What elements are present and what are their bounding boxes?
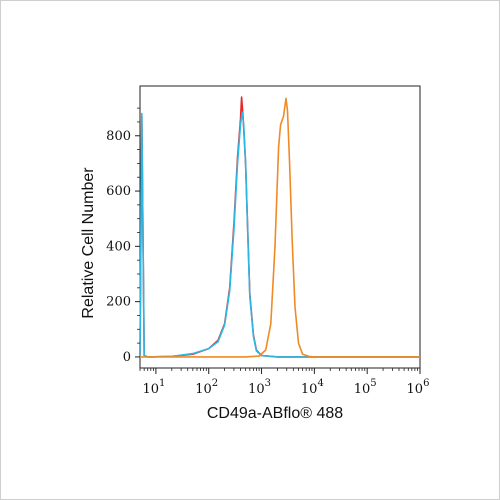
x-tick-exponent: 5 [370, 378, 376, 389]
plot-border [139, 85, 421, 369]
histogram-series-2 [139, 111, 420, 358]
histogram-curves [139, 96, 420, 358]
y-tick-label: 0 [123, 350, 131, 365]
x-tick-exponent: 4 [317, 378, 323, 389]
axis-ticks: 0 200 400 600 800 101 102 103 104 105 106 [106, 107, 430, 397]
x-tick-label: 102 [195, 378, 218, 397]
x-tick-exponent: 1 [159, 378, 165, 389]
x-tick-label: 101 [142, 378, 165, 397]
x-tick-label: 104 [301, 378, 324, 397]
y-axis-label: Relative Cell Number [80, 167, 97, 319]
y-tick-label: 400 [106, 239, 131, 254]
x-tick-exponent: 6 [423, 378, 429, 389]
x-tick-exponent: 2 [212, 378, 218, 389]
y-tick-label: 200 [106, 295, 131, 310]
y-tick-label: 600 [106, 184, 131, 199]
x-tick-label: 103 [248, 378, 271, 397]
histogram-series-3 [140, 97, 420, 358]
plot-area [139, 85, 421, 369]
x-tick-exponent: 3 [265, 378, 271, 389]
x-tick-label: 105 [354, 378, 377, 397]
x-tick-label: 106 [407, 378, 430, 397]
y-tick-label: 800 [106, 129, 131, 144]
x-axis-label: CD49a-ABflo® 488 [207, 405, 343, 422]
